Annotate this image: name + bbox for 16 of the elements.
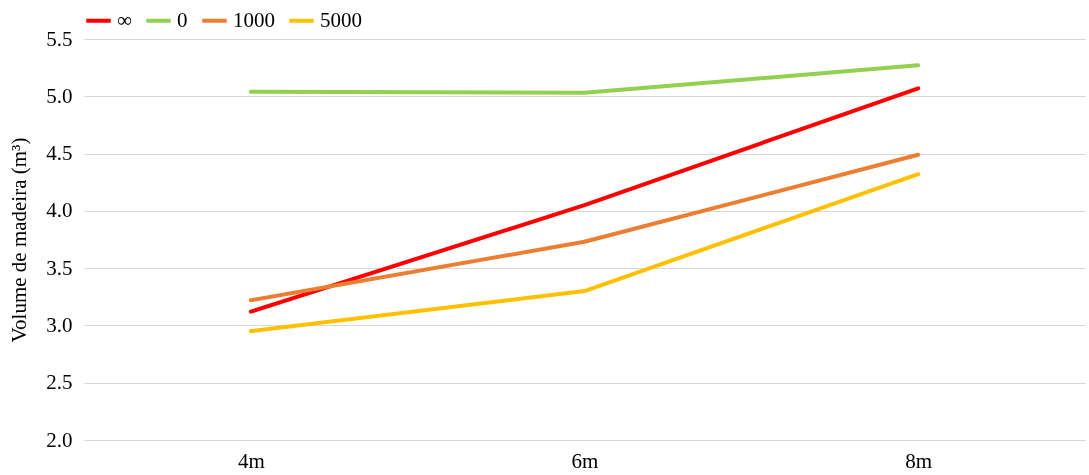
y-tick-label: 4.5: [46, 141, 73, 166]
y-axis-title: Volume de madeira (m³): [7, 137, 32, 343]
y-tick-label: 3.0: [46, 312, 73, 337]
legend-label: ∞: [117, 7, 132, 32]
x-tick-label: 6m: [571, 448, 599, 473]
y-tick-label: 4.0: [46, 198, 73, 223]
legend-label: 5000: [320, 7, 362, 32]
legend-label: 1000: [233, 7, 275, 32]
y-tick-label: 2.0: [46, 427, 73, 452]
y-tick-label: 5.0: [46, 83, 73, 108]
y-tick-label: 5.5: [46, 26, 73, 51]
legend-label: 0: [177, 7, 188, 32]
x-tick-label: 4m: [237, 448, 265, 473]
y-tick-label: 3.5: [46, 255, 73, 280]
y-tick-label: 2.5: [46, 370, 73, 395]
x-tick-label: 8m: [905, 448, 933, 473]
